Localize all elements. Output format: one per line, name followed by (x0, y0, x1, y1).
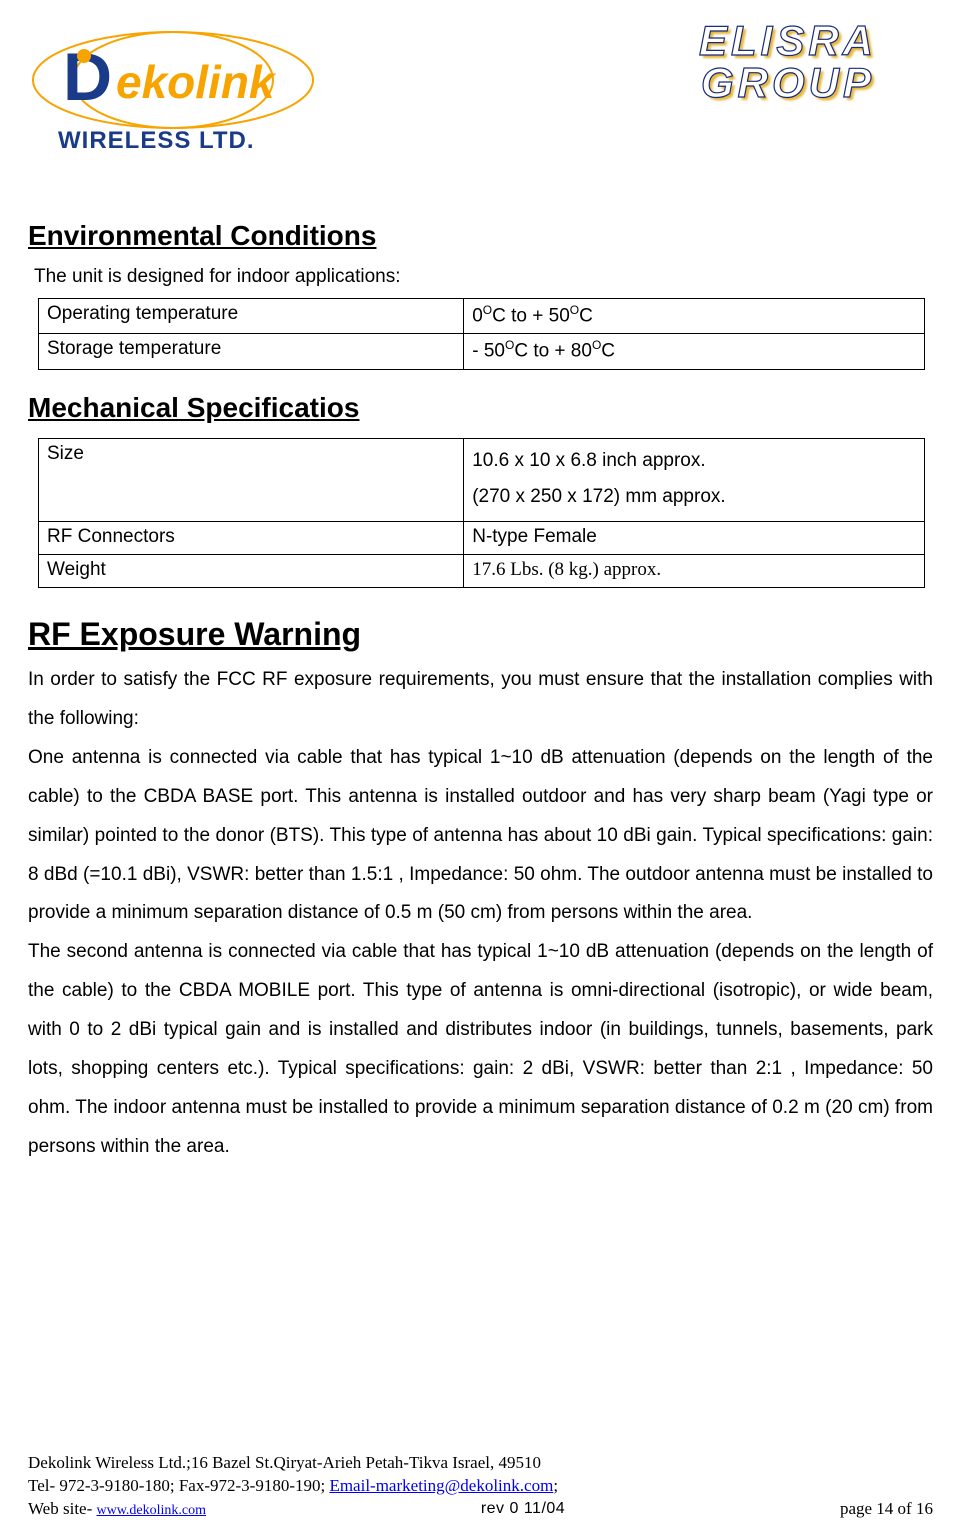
degree-symbol: O (505, 338, 514, 352)
env-intro: The unit is designed for indoor applicat… (34, 266, 933, 288)
footer-l2-pre: Tel- 972-3-9180-180; Fax-972-3-9180-190; (28, 1476, 329, 1495)
degree-symbol: O (592, 338, 601, 352)
env-row0-label: Operating temperature (39, 299, 464, 334)
mech-row2-label: Weight (39, 554, 464, 587)
degree-symbol: O (483, 303, 492, 317)
env-conditions-title: Environmental Conditions (28, 220, 933, 252)
footer-l3-pre: Web site- (28, 1499, 97, 1518)
elisra-line1: ELISRA (643, 20, 933, 62)
table-row: Operating temperature 0OC to + 50OC (39, 299, 925, 334)
degree-symbol: O (570, 303, 579, 317)
mech-spec-title: Mechanical Specificatios (28, 392, 933, 424)
rf-paragraph-3: The second antenna is connected via cabl… (28, 933, 933, 1167)
env-row1-value: - 50OC to + 80OC (464, 334, 925, 369)
env-r1-pre: - 50 (472, 341, 505, 362)
elisra-logo: ELISRA GROUP (643, 20, 933, 170)
header: D ekolink WIRELESS LTD. ELISRA GROUP (28, 20, 933, 170)
env-r1-post: C (601, 341, 615, 362)
env-r0-post: C (579, 305, 593, 326)
table-row: Size 10.6 x 10 x 6.8 inch approx. (270 x… (39, 438, 925, 521)
dekolink-logo: D ekolink WIRELESS LTD. (28, 20, 318, 170)
elisra-line2: GROUP (643, 62, 933, 104)
table-row: RF Connectors N-type Female (39, 521, 925, 554)
mech-r0-l2: (270 x 250 x 172) mm approx. (472, 486, 725, 507)
env-row1-label: Storage temperature (39, 334, 464, 369)
env-r1-mid: C to + 80 (514, 341, 592, 362)
env-r0-pre: 0 (472, 305, 483, 326)
page-footer: Dekolink Wireless Ltd.;16 Bazel St.Qirya… (28, 1452, 933, 1521)
env-r0-mid: C to + 50 (492, 305, 570, 326)
logo-wireless-text: WIRELESS LTD. (58, 127, 255, 154)
mech-row0-value: 10.6 x 10 x 6.8 inch approx. (270 x 250 … (464, 438, 925, 521)
rf-paragraph-2: One antenna is connected via cable that … (28, 739, 933, 934)
footer-rev: rev 0 11/04 (481, 1498, 565, 1521)
mech-r0-l1: 10.6 x 10 x 6.8 inch approx. (472, 450, 705, 471)
mech-row0-label: Size (39, 438, 464, 521)
footer-l3-left: Web site- www.dekolink.com (28, 1498, 206, 1521)
mech-row2-value: 17.6 Lbs. (8 kg.) approx. (464, 554, 925, 587)
rf-warning-title: RF Exposure Warning (28, 616, 933, 653)
footer-line1: Dekolink Wireless Ltd.;16 Bazel St.Qirya… (28, 1452, 933, 1475)
logo-ekolink-text: ekolink (116, 56, 277, 108)
footer-email-link[interactable]: Email-marketing@dekolink.com (329, 1476, 553, 1495)
footer-line3: Web site- www.dekolink.com rev 0 11/04 p… (28, 1498, 933, 1521)
footer-l2-post: ; (553, 1476, 558, 1495)
mech-table: Size 10.6 x 10 x 6.8 inch approx. (270 x… (38, 438, 925, 588)
footer-line2: Tel- 972-3-9180-180; Fax-972-3-9180-190;… (28, 1475, 933, 1498)
env-table: Operating temperature 0OC to + 50OC Stor… (38, 298, 925, 370)
table-row: Storage temperature - 50OC to + 80OC (39, 334, 925, 369)
footer-website-link[interactable]: www.dekolink.com (97, 1503, 207, 1518)
table-row: Weight 17.6 Lbs. (8 kg.) approx. (39, 554, 925, 587)
mech-row1-value: N-type Female (464, 521, 925, 554)
footer-page-number: page 14 of 16 (840, 1498, 933, 1521)
env-row0-value: 0OC to + 50OC (464, 299, 925, 334)
mech-row1-label: RF Connectors (39, 521, 464, 554)
rf-paragraph-1: In order to satisfy the FCC RF exposure … (28, 661, 933, 739)
